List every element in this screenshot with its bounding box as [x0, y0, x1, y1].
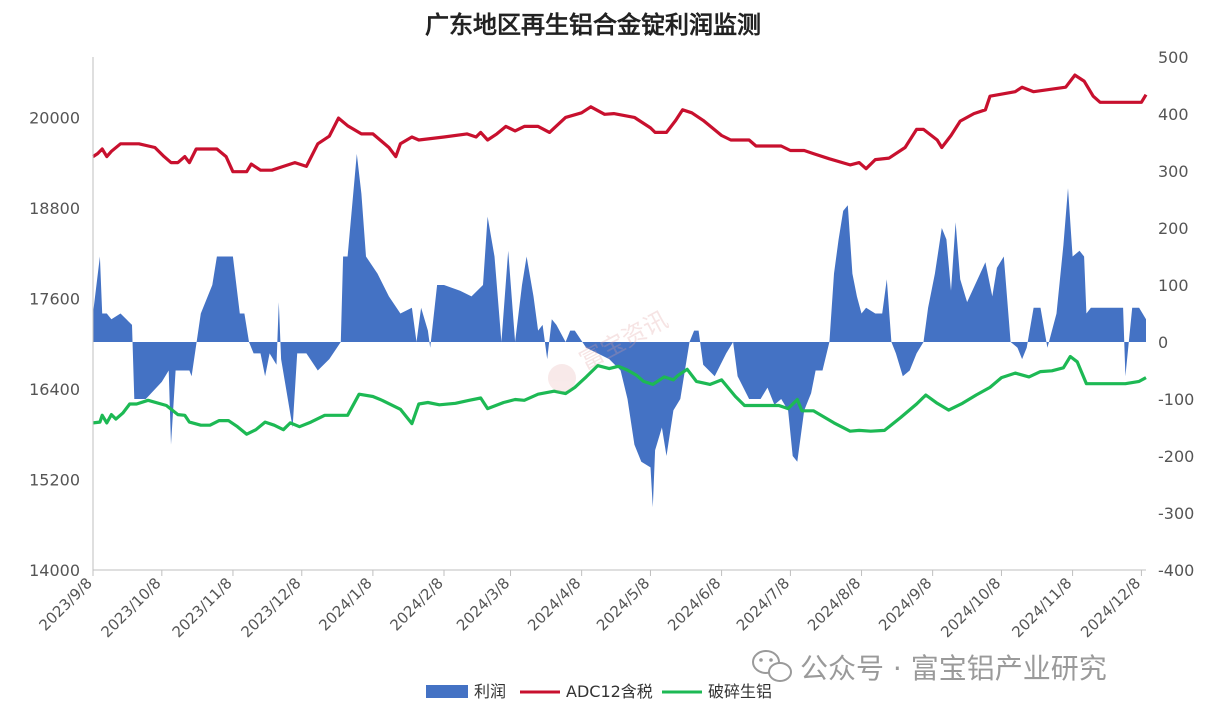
wechat-watermark: 公众号 · 富宝铝产业研究: [752, 650, 1107, 685]
watermark-logo-icon: [548, 364, 576, 392]
y-right-tick-label: 400: [1158, 105, 1189, 124]
legend-label-scrap: 破碎生铝: [708, 682, 772, 701]
series-area-profit: [93, 153, 1146, 508]
wechat-icon: [752, 650, 792, 682]
y-left-tick-label: 18800: [29, 199, 80, 218]
legend-swatch-profit: [426, 685, 468, 698]
legend: 利润 ADC12含税 破碎生铝: [426, 682, 772, 701]
y-left-tick-label: 20000: [29, 108, 80, 127]
y-right-tick-label: 500: [1158, 48, 1189, 67]
y-right-tick-label: 0: [1158, 333, 1168, 352]
legend-label-adc12: ADC12含税: [566, 682, 653, 701]
y-right-tick-label: -200: [1158, 447, 1194, 466]
wechat-watermark-text: 公众号 · 富宝铝产业研究: [800, 652, 1107, 685]
y-left-tick-label: 17600: [29, 289, 80, 308]
legend-item-profit: 利润: [426, 682, 506, 701]
y-right-tick-label: -300: [1158, 504, 1194, 523]
y-right-tick-label: 200: [1158, 219, 1189, 238]
legend-item-scrap: 破碎生铝: [662, 682, 772, 701]
series-line-adc12: [92, 73, 1148, 174]
y-right-tick-label: -100: [1158, 390, 1194, 409]
y-left-tick-label: 14000: [29, 561, 80, 580]
y-left-tick-label: 16400: [29, 380, 80, 399]
legend-item-adc12: ADC12含税: [520, 682, 653, 701]
y-left-tick-label: 15200: [29, 470, 80, 489]
y-right-tick-label: -400: [1158, 561, 1194, 580]
chart-title: 广东地区再生铝合金锭利润监测: [425, 11, 761, 39]
y-right-tick-label: 100: [1158, 276, 1189, 295]
y-right-tick-label: 300: [1158, 162, 1189, 181]
series-line-scrap: [92, 354, 1147, 436]
legend-label-profit: 利润: [474, 682, 506, 701]
plot-area: [92, 73, 1148, 508]
